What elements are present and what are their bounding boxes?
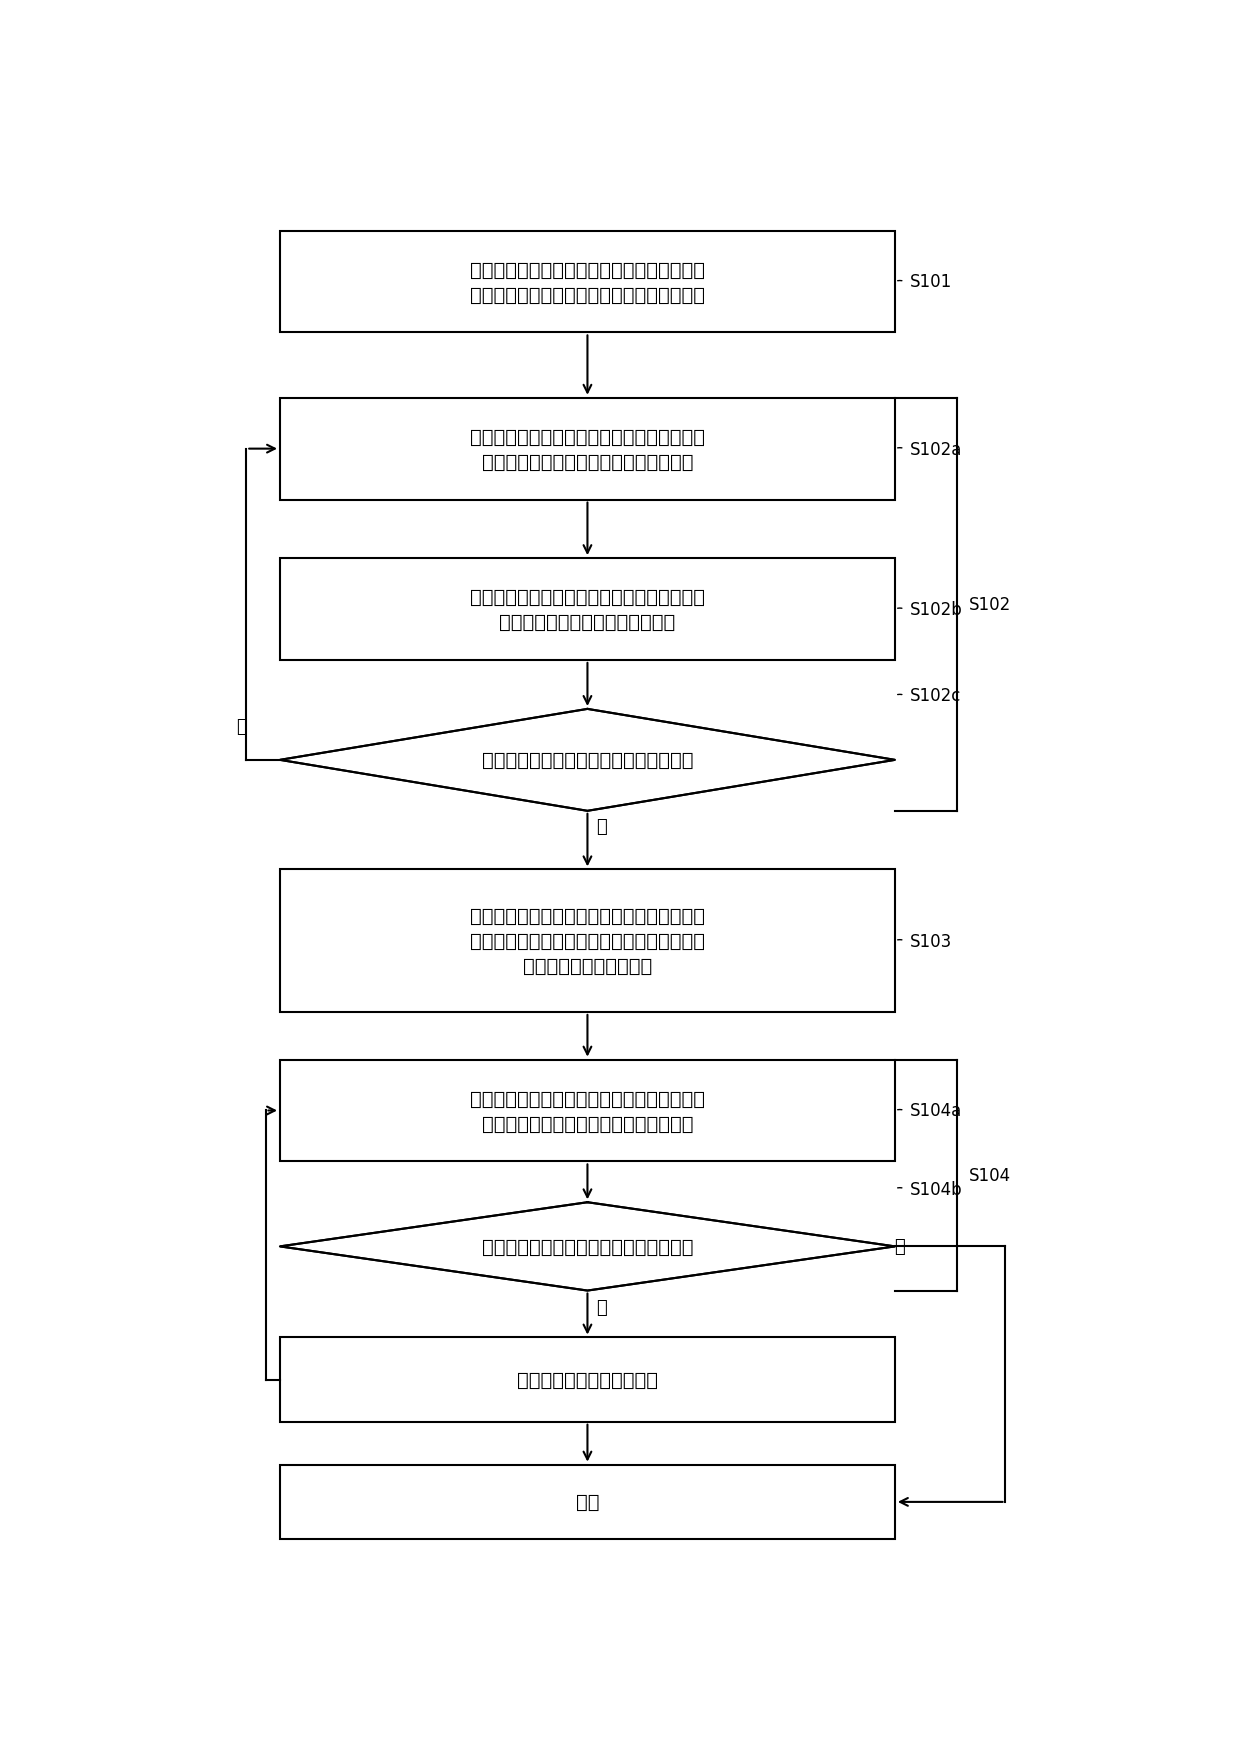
Text: S101: S101 (909, 273, 951, 291)
FancyBboxPatch shape (280, 1464, 895, 1540)
Text: 根据每个天线调节后的参数的値和第一预设规
则确定目标区域的第一信号指标値: 根据每个天线调节后的参数的値和第一预设规 则确定目标区域的第一信号指标値 (470, 587, 706, 632)
Text: 是: 是 (596, 818, 608, 836)
Text: 对每个天线的参数进行调节: 对每个天线的参数进行调节 (517, 1371, 658, 1390)
Text: 根据目标区域中每个天线的参数的初始値和第
一预设规则，确定目标区域的第一信号指标値: 根据目标区域中每个天线的参数的初始値和第 一预设规则，确定目标区域的第一信号指标… (470, 261, 706, 305)
FancyBboxPatch shape (280, 1337, 895, 1422)
Text: S104: S104 (968, 1166, 1011, 1184)
Text: 否: 否 (236, 718, 247, 736)
Text: 至少根据目标区域的第一信号指标値和预设的
优化目标値，对每个天线的参数进行调节: 至少根据目标区域的第一信号指标値和预设的 优化目标値，对每个天线的参数进行调节 (470, 427, 706, 471)
Text: 结束: 结束 (575, 1492, 599, 1512)
FancyBboxPatch shape (280, 1060, 895, 1162)
Text: 判断第二信号指标値是否达到优化目标値: 判断第二信号指标値是否达到优化目标値 (481, 1237, 693, 1256)
Text: 根据每个天线调节后的参数的値和第二预设规
则，确定目标区域当前的第二信号指标値: 根据每个天线调节后的参数的値和第二预设规 则，确定目标区域当前的第二信号指标値 (470, 1088, 706, 1132)
Text: 根据第一信号指标値达到优化目标値所对应的
每个天线的参数的値和第二预设规则，确定目
标区域的第二信号指标値: 根据第一信号指标値达到优化目标値所对应的 每个天线的参数的値和第二预设规则，确定… (470, 907, 706, 975)
Text: S102: S102 (968, 596, 1011, 614)
Polygon shape (280, 709, 895, 811)
Text: 判断第一信号指标値是否达到优化目标値: 判断第一信号指标値是否达到优化目标値 (481, 751, 693, 769)
Text: S104a: S104a (909, 1102, 962, 1120)
FancyBboxPatch shape (280, 231, 895, 333)
Text: S102b: S102b (909, 602, 962, 619)
Text: S103: S103 (909, 931, 951, 951)
Text: 否: 否 (596, 1298, 608, 1316)
Text: 是: 是 (894, 1238, 905, 1256)
Text: S102a: S102a (909, 441, 962, 459)
FancyBboxPatch shape (280, 870, 895, 1013)
Text: S102c: S102c (909, 686, 961, 706)
FancyBboxPatch shape (280, 399, 895, 501)
FancyBboxPatch shape (280, 559, 895, 660)
Polygon shape (280, 1203, 895, 1291)
Text: S104b: S104b (909, 1180, 962, 1198)
